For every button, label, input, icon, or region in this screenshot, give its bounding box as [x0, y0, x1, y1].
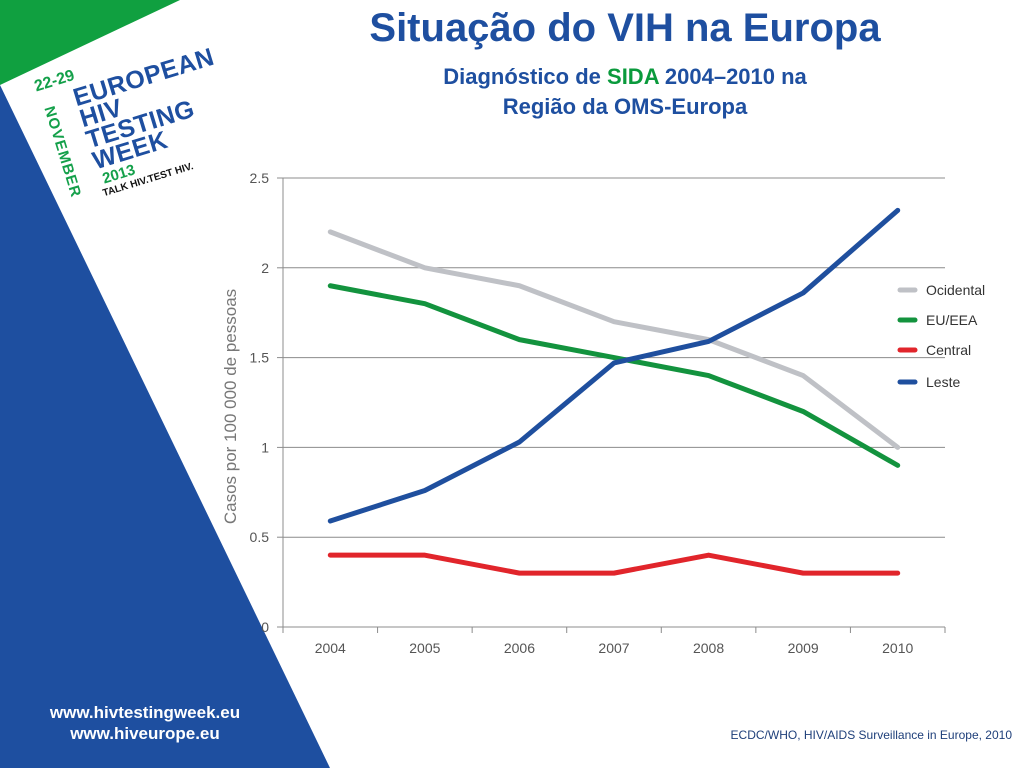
subtitle-highlight: SIDA: [607, 64, 659, 89]
y-tick-label: 1: [261, 439, 269, 455]
series-line-ocidental: [327, 229, 901, 450]
chart-axes: 0 0.5 1 1.5 2 2.5 2004 2005 2006 2007 2008 2009 2010: [250, 170, 946, 656]
footer-urls: www.hivtestingweek.eu www.hiveurope.eu: [0, 702, 290, 744]
subtitle-line2: Região da OMS-Europa: [502, 94, 748, 119]
slide-subtitle: Diagnóstico de SIDA 2004–2010 na Região …: [300, 62, 950, 122]
x-tick-label: 2009: [788, 640, 819, 656]
legend-label: Leste: [926, 374, 960, 390]
legend-label: EU/EEA: [926, 312, 978, 328]
y-axis-label: Casos por 100 000 de pessoas: [221, 289, 240, 524]
series-line-central: [327, 552, 901, 576]
x-tick-label: 2008: [693, 640, 724, 656]
legend-label: Ocidental: [926, 282, 985, 298]
x-tick-label: 2010: [882, 640, 913, 656]
url-hiveurope-link[interactable]: www.hiveurope.eu: [70, 724, 220, 743]
y-tick-label: 0.5: [250, 529, 270, 545]
x-tick-label: 2005: [409, 640, 440, 656]
x-tick-label: 2007: [598, 640, 629, 656]
blue-diagonal-band: [0, 85, 330, 768]
series-line-leste: [327, 207, 901, 524]
y-tick-label: 1.5: [250, 350, 270, 366]
y-tick-label: 0: [261, 619, 269, 635]
y-tick-label: 2.5: [250, 170, 270, 186]
subtitle-part-a: Diagnóstico de: [443, 64, 601, 89]
y-tick-label: 2: [261, 260, 269, 276]
slide-title: Situação do VIH na Europa: [369, 6, 881, 50]
source-note: ECDC/WHO, HIV/AIDS Surveillance in Europ…: [730, 728, 1012, 742]
legend-label: Central: [926, 342, 971, 358]
x-tick-label: 2006: [504, 640, 535, 656]
series-line-eu-eea: [327, 283, 901, 468]
x-tick-label: 2004: [315, 640, 346, 656]
chart-legend: Ocidental EU/EEA Central Leste: [897, 282, 985, 390]
chart-series: [327, 207, 901, 576]
green-corner-decoration: [0, 0, 180, 85]
subtitle-part-b: 2004–2010 na: [664, 64, 807, 89]
url-hivtestingweek-link[interactable]: www.hivtestingweek.eu: [49, 703, 241, 722]
